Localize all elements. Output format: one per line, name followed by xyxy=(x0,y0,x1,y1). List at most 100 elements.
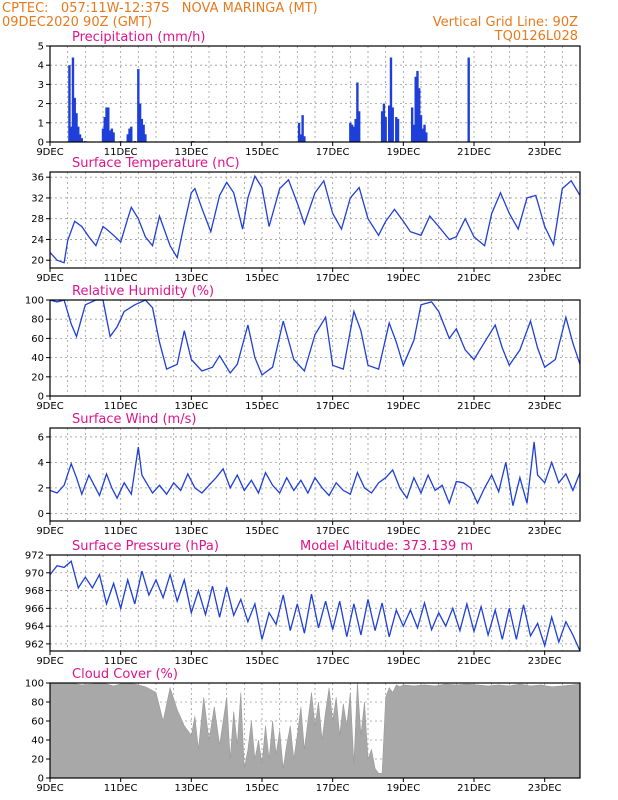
precip-bar xyxy=(350,124,354,142)
precip-bar xyxy=(105,107,108,142)
precip-ytick-label: 4 xyxy=(38,61,44,72)
wind-xtick-label: 23DEC xyxy=(528,526,562,537)
precip-xtick-label: 23DEC xyxy=(528,147,562,158)
precip-bar xyxy=(416,70,419,142)
cloud-xtick-label: 15DEC xyxy=(245,783,279,794)
pressure-annotation: Model Altitude: 373.139 m xyxy=(300,539,473,554)
pressure-ytick-label: 970 xyxy=(25,568,44,579)
precip-bar xyxy=(389,57,393,142)
humidity-panel: Relative Humidity (%) 0 20 40 60 80 100 9DEC 11D… xyxy=(25,284,581,412)
rh-xtick-label: 23DEC xyxy=(528,401,562,412)
precip-bar xyxy=(75,113,78,142)
cloud-xtick-label: 23DEC xyxy=(528,783,562,794)
precip-bar xyxy=(352,126,356,142)
rh-ytick-label: 40 xyxy=(31,353,44,364)
precip-xtick-label: 21DEC xyxy=(457,147,491,158)
precip-bar xyxy=(419,115,423,142)
wind-line xyxy=(49,441,581,506)
pressure-xtick-label: 21DEC xyxy=(457,656,491,667)
cloud-xtick-label: 9DEC xyxy=(36,783,63,794)
pressure-ytick-label: 964 xyxy=(25,622,44,633)
wind-xtick-label: 11DEC xyxy=(104,526,138,537)
precip-bar xyxy=(423,124,426,142)
pressure-xtick-label: 11DEC xyxy=(104,656,138,667)
precip-bar xyxy=(140,118,144,142)
wind-xtick-label: 17DEC xyxy=(316,526,350,537)
temp-xtick-label: 9DEC xyxy=(36,273,63,284)
temp-xtick-label: 17DEC xyxy=(316,273,350,284)
precip-bar xyxy=(349,122,352,142)
pressure-xtick-label: 23DEC xyxy=(528,656,562,667)
precip-bar xyxy=(388,105,391,142)
pressure-ytick-label: 966 xyxy=(25,604,44,615)
wind-ytick-label: 0 xyxy=(38,509,44,520)
temp-xtick-label: 11DEC xyxy=(104,273,138,284)
precip-ytick-label: 5 xyxy=(38,42,44,53)
cloud-ytick-label: 40 xyxy=(31,736,44,747)
precip-bar xyxy=(112,132,115,142)
precip-bar xyxy=(144,134,147,142)
temp-ytick-label: 32 xyxy=(31,193,44,204)
precip-bar xyxy=(103,117,106,142)
cloud-xtick-label: 13DEC xyxy=(174,783,208,794)
pressure-frame xyxy=(49,554,581,652)
precip-bar xyxy=(101,128,105,142)
precip-bar xyxy=(110,128,114,142)
precipitation-panel: Precipitation (mm/h) 0 1 2 3 4 5 9DEC 11DEC 13DEC… xyxy=(36,30,581,158)
rh-line xyxy=(49,299,581,376)
precip-ytick-label: 3 xyxy=(38,80,44,91)
precip-bar xyxy=(108,130,112,142)
precip-ytick-label: 1 xyxy=(38,118,44,129)
cloud-ytick-label: 80 xyxy=(31,698,44,709)
precip-bar xyxy=(78,134,82,142)
rh-ytick-label: 80 xyxy=(31,315,44,326)
wind-ytick-label: 2 xyxy=(38,483,44,494)
precip-bar xyxy=(380,111,384,142)
header-location: CPTEC: 057:11W-12:37S NOVA MARINGA (MT) xyxy=(2,1,318,16)
cloud-title: Cloud Cover (%) xyxy=(72,667,178,682)
precip-xtick-label: 19DEC xyxy=(386,147,420,158)
precip-bar xyxy=(301,115,304,142)
precip-ytick-label: 2 xyxy=(38,99,44,110)
temp-xtick-label: 21DEC xyxy=(457,273,491,284)
precip-bar xyxy=(142,124,145,142)
precip-bar xyxy=(138,103,142,142)
temp-xtick-label: 13DEC xyxy=(174,273,208,284)
precip-bar xyxy=(128,128,131,142)
temp-xtick-label: 15DEC xyxy=(245,273,279,284)
rh-ytick-label: 100 xyxy=(25,296,44,307)
temp-xtick-label: 19DEC xyxy=(386,273,420,284)
wind-panel: Surface Wind (m/s) 0 2 4 6 9DEC 11DEC 13DEC 15DE… xyxy=(36,412,581,537)
precip-bar xyxy=(467,57,470,142)
precip-bar xyxy=(391,107,394,142)
precip-frame xyxy=(49,45,581,143)
temp-title: Surface Temperature (nC) xyxy=(72,156,240,171)
cloud-ytick-label: 0 xyxy=(38,774,44,785)
wind-xtick-label: 13DEC xyxy=(174,526,208,537)
cloud-cover-area xyxy=(49,682,581,779)
pressure-xtick-label: 19DEC xyxy=(386,656,420,667)
precip-xtick-label: 15DEC xyxy=(245,147,279,158)
precip-bar xyxy=(395,117,398,142)
temp-ytick-label: 36 xyxy=(31,173,44,184)
wind-xtick-label: 21DEC xyxy=(457,526,491,537)
temp-ytick-label: 28 xyxy=(31,214,44,225)
precip-bar xyxy=(303,136,306,142)
cloud-xtick-label: 11DEC xyxy=(104,783,138,794)
precip-xtick-label: 9DEC xyxy=(36,147,63,158)
precip-bar xyxy=(410,107,414,142)
temp-line xyxy=(49,174,581,264)
precip-bar xyxy=(382,103,386,142)
cloud-ytick-label: 20 xyxy=(31,755,44,766)
cloud-cover-panel: Cloud Cover (%) 0 20 40 60 80 100 9DEC 11DEC 13DE… xyxy=(25,667,581,794)
rh-xtick-label: 9DEC xyxy=(36,401,63,412)
pressure-xtick-label: 13DEC xyxy=(174,656,208,667)
precip-bar xyxy=(421,128,424,142)
precip-bar xyxy=(356,82,359,142)
temperature-panel: Surface Temperature (nC) 20 24 28 32 36 9DEC 11… xyxy=(31,156,581,284)
pressure-xtick-label: 17DEC xyxy=(316,656,350,667)
wind-ytick-label: 4 xyxy=(38,458,44,469)
pressure-ytick-label: 972 xyxy=(25,551,44,562)
temp-xtick-label: 23DEC xyxy=(528,273,562,284)
